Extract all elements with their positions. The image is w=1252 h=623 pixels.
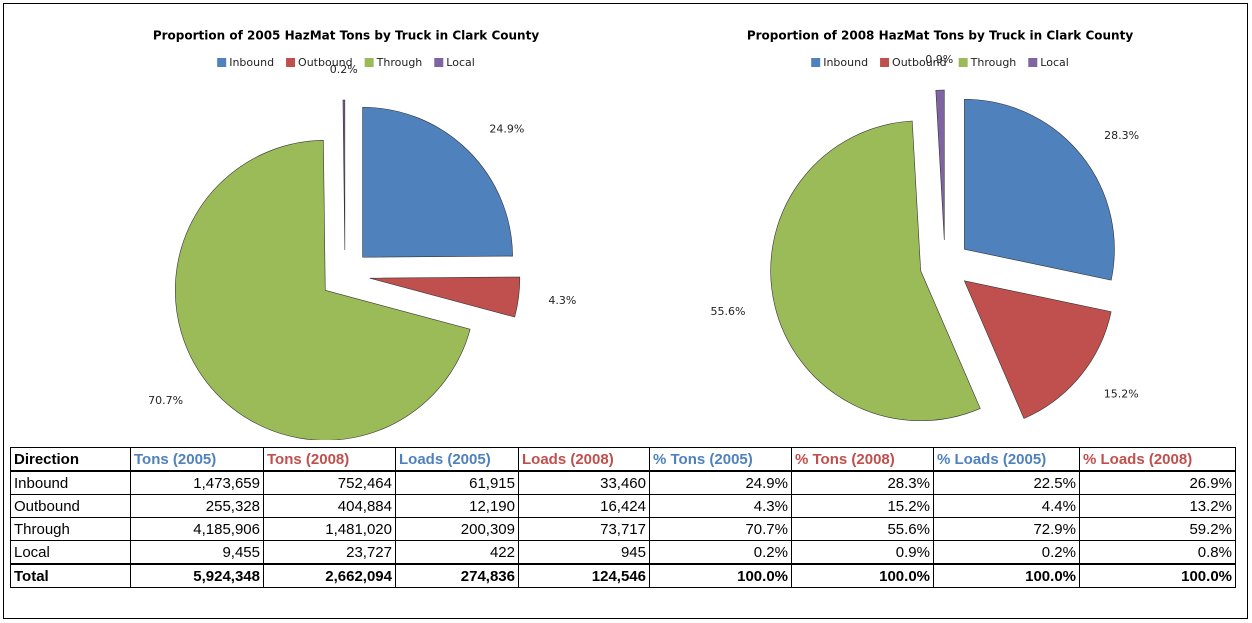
pie-slice (935, 89, 945, 241)
legend-swatch (286, 58, 296, 67)
table-cell: Outbound (10, 494, 131, 518)
table-cell: 1,481,020 (263, 517, 396, 541)
table-cell: 24.9% (649, 470, 792, 495)
table-cell: 100.0% (649, 563, 792, 588)
legend-swatch (811, 58, 821, 67)
pie-slice (362, 106, 513, 258)
legend-label: Inbound (229, 56, 274, 69)
table-cell: 255,328 (130, 494, 264, 518)
table-cell: 274,836 (395, 563, 519, 588)
table-cell: 0.9% (791, 540, 934, 565)
table-cell: 404,884 (263, 494, 396, 518)
data-label: 4.3% (548, 294, 576, 307)
table-cell: 16,424 (518, 494, 650, 518)
table-cell: Through (10, 517, 131, 541)
table-cell: 2,662,094 (263, 563, 396, 588)
legend-label: Local (446, 56, 475, 69)
table-cell: 72.9% (933, 517, 1080, 541)
data-label: 0.2% (330, 63, 358, 76)
table-cell: 13.2% (1079, 494, 1236, 518)
table-cell: Loads (2008) (518, 447, 650, 472)
page-frame (3, 3, 1248, 619)
table-row: Inbound 1,473,659 752,464 61,915 33,460 24.9%… (10, 470, 1236, 495)
table-cell: 4.3% (649, 494, 792, 518)
legend: Inbound Outbound Through Local (811, 56, 1069, 69)
table-cell: Loads (2005) (395, 447, 519, 472)
table-cell: 100.0% (1079, 563, 1236, 588)
table-cell: 0.2% (649, 540, 792, 565)
legend-label: Through (376, 56, 423, 69)
table-cell: 9,455 (130, 540, 264, 565)
pie-slice (770, 120, 981, 422)
table-row: Total 5,924,348 2,662,094 274,836 124,546 100… (10, 563, 1236, 588)
table-cell: Total (10, 563, 131, 588)
chart-title: Proportion of 2005 HazMat Tons by Truck … (153, 29, 540, 43)
legend-label: Local (1040, 56, 1069, 69)
table-cell: 15.2% (791, 494, 934, 518)
pie-slice (964, 98, 1115, 281)
legend-swatch (217, 58, 227, 67)
table-cell: 752,464 (263, 470, 396, 495)
pie-slice (369, 276, 521, 318)
legend-label: Outbound (298, 56, 353, 69)
legend-label: Inbound (823, 56, 868, 69)
pie-slice (342, 99, 346, 251)
table-cell: Local (10, 540, 131, 565)
charts: Proportion of 2005 HazMat Tons by Truck … (148, 29, 1139, 440)
legend-label: Through (970, 56, 1017, 69)
legend: Inbound Outbound Through Local (217, 56, 475, 69)
data-label: 70.7% (148, 394, 183, 407)
table-cell: Tons (2008) (263, 447, 396, 472)
table-cell: Inbound (10, 470, 131, 495)
table-row: Direction Tons (2005) Tons (2008) Loads (20… (10, 447, 1236, 472)
table-cell: 0.2% (933, 540, 1080, 565)
table-cell: 422 (395, 540, 519, 565)
table-cell: 55.6% (791, 517, 934, 541)
table-row: Local 9,455 23,727 422 945 0.2% 0.9% 0.2% 0.8% (10, 540, 1236, 565)
data-label: 15.2% (1104, 388, 1139, 401)
table-cell: % Loads (2008) (1079, 447, 1236, 472)
table-cell: 33,460 (518, 470, 650, 495)
legend-swatch (1028, 58, 1038, 67)
data-label: 0.9% (925, 53, 953, 66)
table-cell: 945 (518, 540, 650, 565)
table-cell: % Loads (2005) (933, 447, 1080, 472)
table-cell: 4,185,906 (130, 517, 264, 541)
table-cell: 28.3% (791, 470, 934, 495)
table-cell: 5,924,348 (130, 563, 264, 588)
legend-swatch (880, 58, 890, 67)
table-cell: 100.0% (791, 563, 934, 588)
table-cell: 1,473,659 (130, 470, 264, 495)
table-cell: % Tons (2005) (649, 447, 792, 472)
table-cell: 124,546 (518, 563, 650, 588)
pie-slice (963, 280, 1112, 419)
table-cell: 12,190 (395, 494, 519, 518)
table-cell: 100.0% (933, 563, 1080, 588)
table-cell: 70.7% (649, 517, 792, 541)
legend-label: Outbound (892, 56, 947, 69)
table-cell: 61,915 (395, 470, 519, 495)
table-cell: Tons (2005) (130, 447, 264, 472)
table-cell: 22.5% (933, 470, 1080, 495)
legend-swatch (958, 58, 968, 67)
table-cell: 26.9% (1079, 470, 1236, 495)
table-cell: 0.8% (1079, 540, 1236, 565)
pie-slice (174, 140, 471, 440)
data-label: 28.3% (1104, 129, 1139, 142)
legend-swatch (364, 58, 374, 67)
table-row: Outbound 255,328 404,884 12,190 16,424 4.3% 15… (10, 494, 1236, 518)
table-cell: 4.4% (933, 494, 1080, 518)
data-label: 55.6% (711, 305, 746, 318)
table-cell: 23,727 (263, 540, 396, 565)
table-cell: 200,309 (395, 517, 519, 541)
table-row: Through 4,185,906 1,481,020 200,309 73,717 70… (10, 517, 1236, 541)
table-cell: 73,717 (518, 517, 650, 541)
table-cell: Direction (10, 447, 131, 472)
chart-title: Proportion of 2008 HazMat Tons by Truck … (747, 29, 1134, 43)
table-cell: % Tons (2008) (791, 447, 934, 472)
table-cell: 59.2% (1079, 517, 1236, 541)
data-table: Direction Tons (2005) Tons (2008) Loads (20… (10, 447, 1236, 588)
data-label: 24.9% (489, 122, 524, 135)
legend-swatch (434, 58, 444, 67)
